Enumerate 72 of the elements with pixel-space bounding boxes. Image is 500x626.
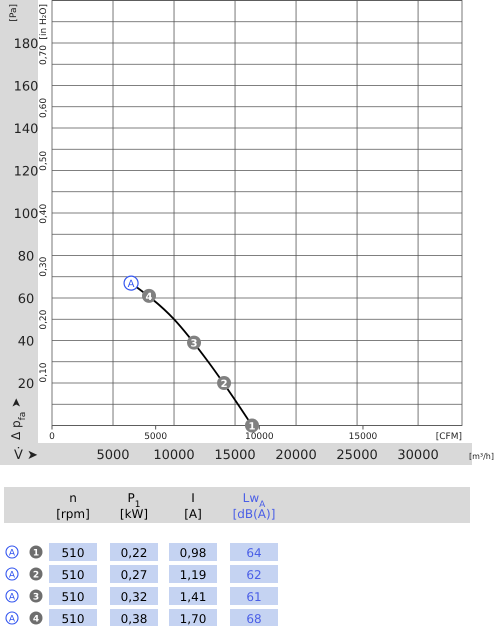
- circled-letter: A: [5, 611, 19, 625]
- data-label: 510: [62, 568, 84, 582]
- y-tick-label: 80: [18, 250, 34, 264]
- x-tick-label: I [A]: [184, 491, 202, 521]
- x-tick-label: Lw$_{A}$ [dB(A)]: [232, 491, 276, 521]
- data-label: 62: [246, 568, 262, 582]
- x2-axis-title: [CFM]: [436, 432, 462, 442]
- x2-tick-label: 10000: [244, 432, 274, 442]
- x2-tick-label: 15000: [348, 432, 378, 442]
- data-label: 1,70: [180, 612, 206, 626]
- circled-letter: A: [5, 589, 19, 603]
- numbered-circle: 2: [30, 568, 42, 580]
- circled-letter: A: [5, 545, 19, 559]
- y2-tick-label: 0,40: [39, 204, 49, 224]
- data-label: 0,38: [120, 612, 148, 626]
- x-tick-label: n [rpm]: [56, 491, 90, 521]
- y2-axis-title: [in H₂O]: [39, 4, 49, 40]
- y2-tick-label: 0,30: [39, 256, 49, 277]
- text: V̇ ➤: [14, 446, 38, 463]
- annotation: 1: [248, 422, 256, 432]
- x-tick-label: 20000: [275, 448, 317, 463]
- y2-tick-label: 0,10: [39, 362, 49, 383]
- data-label: 510: [62, 546, 84, 560]
- y-tick-label: 180: [14, 37, 38, 52]
- y-tick-label: 160: [14, 80, 38, 94]
- data-label: 68: [246, 612, 262, 626]
- y-tick-label: 4: [32, 614, 40, 624]
- y2-tick-label: A: [8, 592, 16, 602]
- y-tick-label: 100: [14, 207, 38, 222]
- circled-letter: A: [5, 567, 19, 581]
- x-tick-label: 10000: [153, 448, 195, 463]
- y2-tick-label: 0,50: [39, 150, 49, 171]
- numbered-circle: 3: [30, 590, 42, 602]
- annotation: 2: [220, 379, 228, 390]
- x-tick-label: P$_{1}$ [kW]: [120, 491, 148, 521]
- data-label: 510: [62, 590, 84, 604]
- y2-tick-label: A: [8, 570, 16, 580]
- x-axis-title: [m³/h]: [468, 452, 494, 461]
- y-tick-label: 3: [32, 592, 40, 602]
- y-tick-label: 40: [18, 334, 34, 350]
- y-axis-title: [Pa]: [9, 4, 19, 22]
- numbered-circle: 1: [30, 546, 42, 558]
- data-label: 64: [246, 546, 262, 560]
- x2-tick-label: 0: [49, 432, 56, 442]
- annotation: A: [128, 279, 135, 290]
- data-label: 61: [246, 590, 262, 604]
- y-tick-label: 2: [32, 570, 40, 580]
- y2-tick-label: A: [8, 614, 16, 624]
- x-tick-label: 30000: [397, 448, 439, 463]
- x2-tick-label: 5000: [144, 432, 168, 442]
- data-label: 0,22: [120, 546, 148, 560]
- data-label: 0,98: [180, 546, 206, 560]
- data-label: 1,19: [180, 568, 206, 582]
- y-tick-label: 120: [14, 164, 38, 180]
- annotation: 3: [190, 338, 198, 350]
- y-tick-label: 1: [32, 548, 40, 558]
- y-tick-label: 60: [18, 292, 34, 307]
- y-tick-label: 140: [14, 122, 38, 137]
- x-tick-label: 15000: [214, 448, 256, 463]
- y2-tick-label: 0,20: [39, 309, 49, 330]
- y-tick-label: 20: [18, 377, 34, 392]
- data-label: 0,27: [120, 568, 148, 582]
- numbered-circle: 4: [30, 612, 42, 624]
- y2-tick-label: 0,60: [39, 98, 49, 118]
- data-label: 510: [62, 612, 84, 626]
- x-tick-label: 25000: [336, 448, 378, 463]
- annotation: 4: [146, 292, 153, 303]
- x-tick-label: 5000: [96, 448, 130, 463]
- data-label: 0,32: [120, 590, 148, 604]
- data-label: 1,41: [180, 590, 206, 604]
- y2-tick-label: 0,70: [39, 44, 49, 66]
- y2-tick-label: A: [8, 548, 16, 558]
